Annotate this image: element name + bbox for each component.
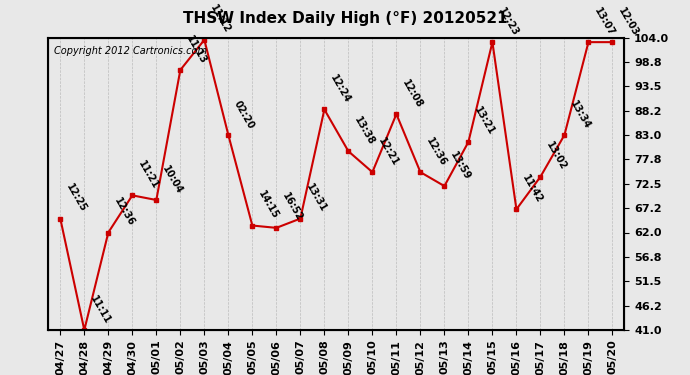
Text: 11:21: 11:21	[136, 159, 160, 191]
Text: 13:31: 13:31	[304, 182, 328, 214]
Text: 16:52: 16:52	[280, 191, 304, 223]
Text: 12:21: 12:21	[376, 136, 400, 168]
Text: THSW Index Daily High (°F) 20120521: THSW Index Daily High (°F) 20120521	[183, 11, 507, 26]
Text: 02:20: 02:20	[232, 99, 256, 130]
Text: 14:15: 14:15	[256, 189, 280, 221]
Text: 13:02: 13:02	[544, 140, 568, 172]
Text: Copyright 2012 Cartronics.com: Copyright 2012 Cartronics.com	[54, 46, 207, 56]
Text: 13:59: 13:59	[448, 150, 472, 182]
Text: 12:36: 12:36	[424, 136, 448, 168]
Text: 12:08: 12:08	[400, 78, 424, 110]
Text: 12:23: 12:23	[496, 6, 520, 38]
Text: 12:24: 12:24	[328, 73, 352, 105]
Text: 13:21: 13:21	[472, 105, 496, 137]
Text: 11:13: 11:13	[184, 33, 208, 65]
Text: 13:38: 13:38	[352, 115, 376, 147]
Text: 12:25: 12:25	[64, 182, 88, 214]
Text: 12:36: 12:36	[112, 196, 136, 228]
Text: 12:03: 12:03	[616, 6, 640, 38]
Text: 10:04: 10:04	[160, 164, 184, 195]
Text: 11:11: 11:11	[88, 294, 112, 326]
Text: 11:42: 11:42	[520, 173, 544, 205]
Text: 13:07: 13:07	[592, 6, 616, 38]
Text: 11:12: 11:12	[208, 3, 232, 35]
Text: 13:34: 13:34	[568, 99, 592, 130]
